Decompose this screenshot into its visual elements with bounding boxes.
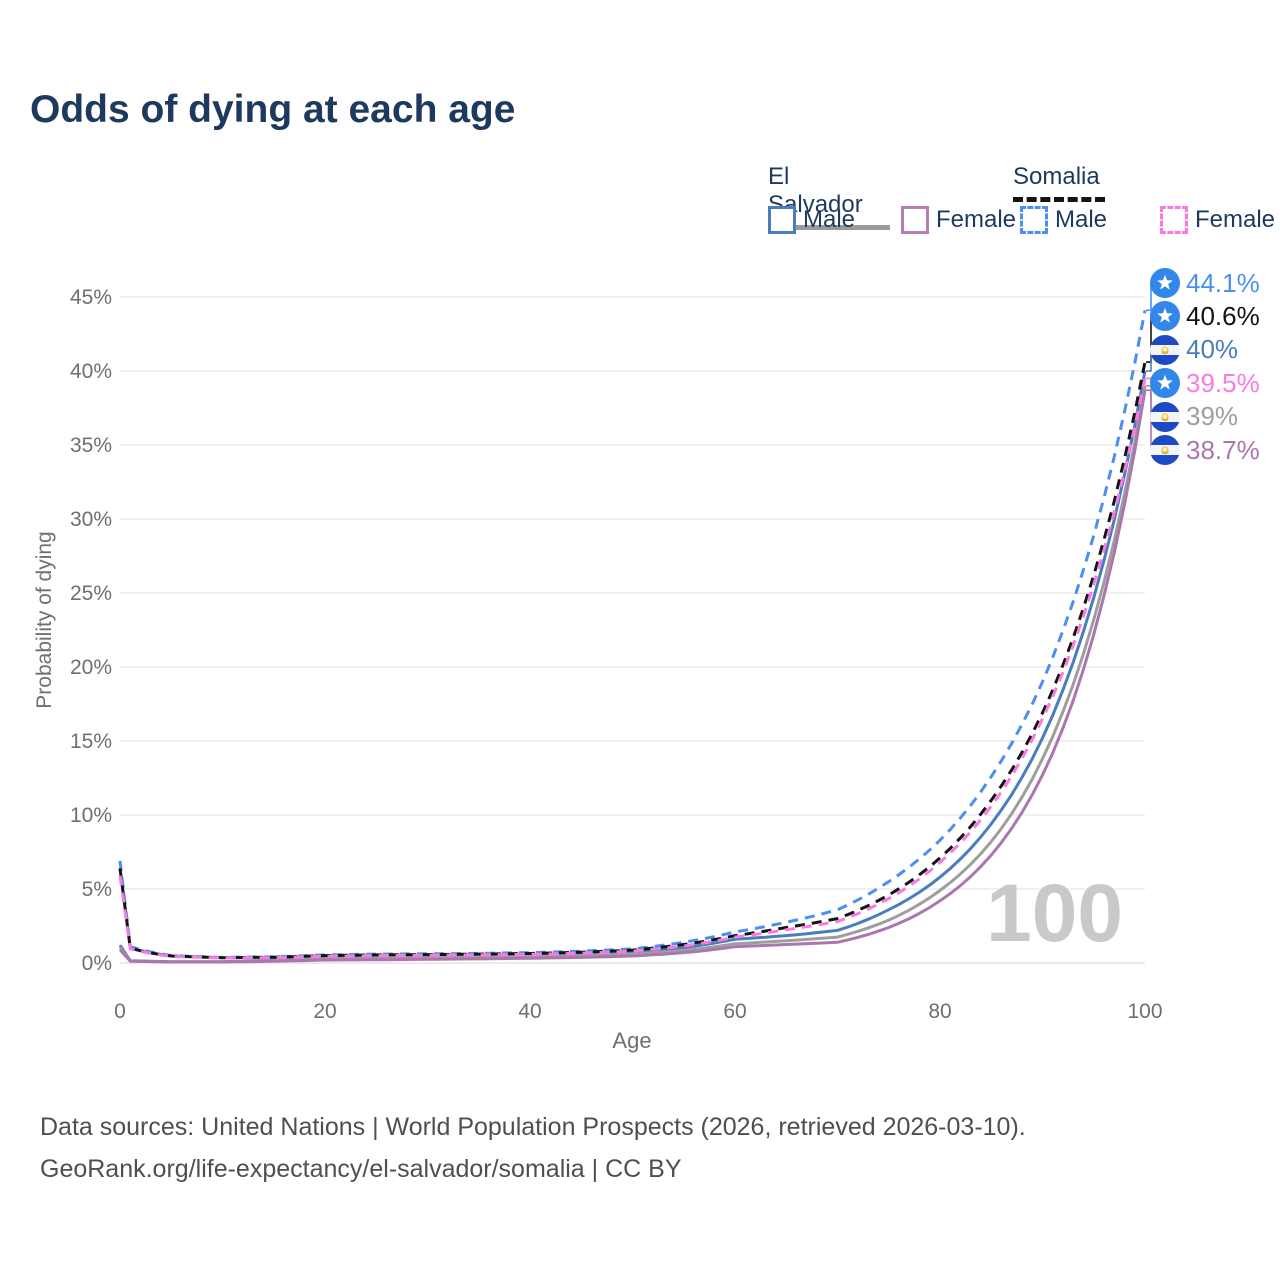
y-tick-label: 0% [82, 952, 112, 975]
el-salvador-flag-icon [1150, 435, 1180, 465]
legend-group-somalia[interactable]: Somalia [1013, 163, 1105, 202]
end-label-el-salvador-male: 40% [1150, 334, 1239, 365]
end-label-value: 38.7% [1186, 434, 1260, 465]
el-salvador-flag-icon [1150, 401, 1180, 432]
legend-item-somalia-female[interactable]: Female [1160, 205, 1275, 235]
y-tick-label: 40% [70, 360, 112, 383]
somalia-female-swatch-icon [1160, 206, 1188, 234]
end-label-value: 39.5% [1186, 367, 1260, 398]
legend-item-somalia-male[interactable]: Male [1020, 205, 1107, 235]
watermark-age-100: 100 [986, 868, 1123, 959]
end-label-somalia-male: 44.1% [1150, 268, 1260, 298]
x-tick-label: 80 [928, 1000, 951, 1023]
somalia-flag-icon [1150, 301, 1180, 332]
y-tick-label: 25% [70, 582, 112, 605]
end-label-value: 44.1% [1186, 267, 1260, 298]
x-tick-label: 0 [114, 1000, 126, 1023]
end-label-el-salvador-female: 38.7% [1150, 435, 1260, 465]
y-tick-label: 5% [82, 878, 112, 901]
legend-item-el-salvador-female[interactable]: Female [901, 205, 1016, 235]
x-tick-label: 40 [518, 1000, 541, 1023]
series-line-somalia[interactable] [118, 361, 1147, 960]
legend-item-label: Female [936, 206, 1017, 233]
y-tick-label: 20% [70, 656, 112, 679]
x-axis-title: Age [612, 1028, 652, 1053]
end-label-el-salvador: 39% [1150, 401, 1239, 432]
series-line-somalia-female[interactable] [118, 378, 1147, 960]
series-line-el-salvador-female[interactable] [118, 389, 1147, 964]
x-tick-label: 20 [313, 1000, 336, 1023]
end-label-value: 40.6% [1186, 300, 1260, 331]
footer-link: GeoRank.org/life-expectancy/el-salvador/… [40, 1155, 682, 1183]
y-tick-label: 30% [70, 508, 112, 531]
x-tick-label: 60 [723, 1000, 746, 1023]
legend-item-label: Male [1055, 206, 1108, 233]
el-salvador-male-swatch-icon [768, 206, 796, 234]
page-title: Odds of dying at each age [30, 88, 516, 131]
y-tick-label: 15% [70, 730, 112, 753]
end-label-value: 40% [1186, 334, 1239, 365]
footer-sources: Data sources: United Nations | World Pop… [40, 1113, 1026, 1141]
somalia-flag-icon [1150, 268, 1180, 298]
end-label-somalia-female: 39.5% [1150, 367, 1260, 399]
y-tick-label: 10% [70, 804, 112, 827]
end-label-value: 39% [1186, 401, 1239, 432]
somalia-flag-icon [1150, 368, 1180, 399]
end-label-somalia: 40.6% [1150, 300, 1260, 332]
x-tick-label: 100 [1127, 1000, 1162, 1023]
legend-item-label: Male [803, 206, 856, 233]
el-salvador-female-swatch-icon [901, 206, 929, 234]
y-axis-title: Probability of dying [33, 531, 56, 709]
y-tick-label: 45% [70, 286, 112, 309]
el-salvador-flag-icon [1150, 334, 1180, 365]
somalia-male-swatch-icon [1020, 206, 1048, 234]
legend-item-label: Female [1195, 206, 1276, 233]
series-line-somalia-male[interactable] [118, 310, 1147, 959]
legend-item-el-salvador-male[interactable]: Male [768, 205, 855, 235]
y-tick-label: 35% [70, 434, 112, 457]
footer: Data sources: United Nations | World Pop… [40, 1106, 1026, 1190]
